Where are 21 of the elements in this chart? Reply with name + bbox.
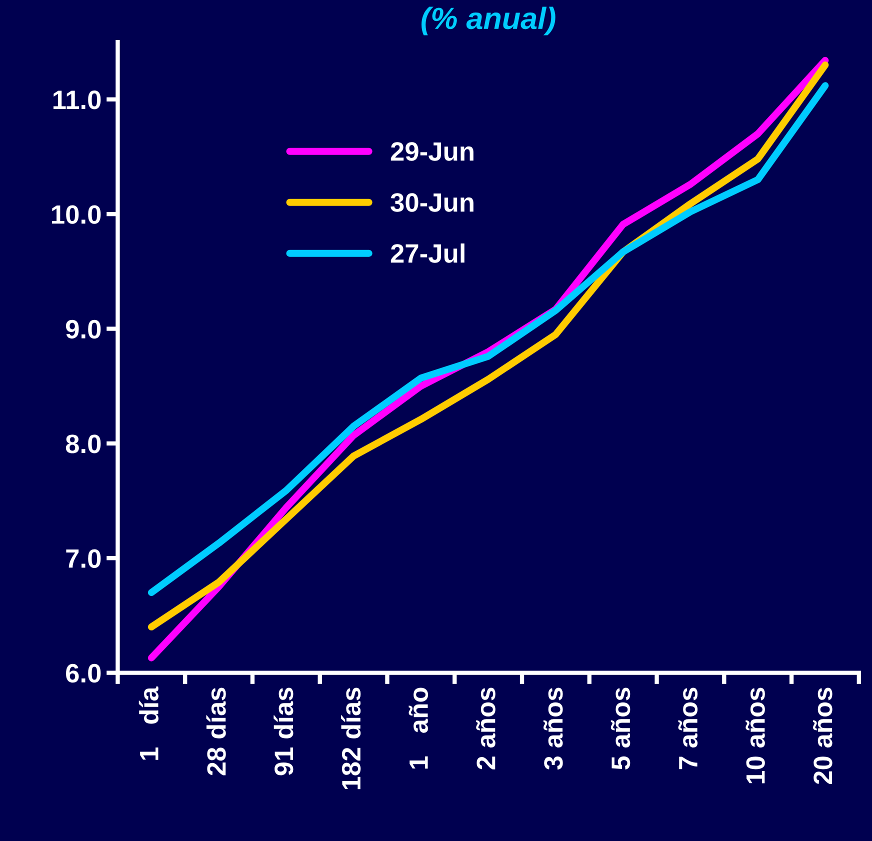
y-tick-label: 11.0 xyxy=(54,90,101,110)
y-tick-label: 8.0 xyxy=(66,434,101,454)
chart-title: (% anual) xyxy=(422,6,556,36)
x-tick-label: 91 días xyxy=(274,688,294,776)
y-tick-label: 7.0 xyxy=(66,549,101,568)
y-tick-label: 9.0 xyxy=(66,320,101,339)
y-tick-label: 6.0 xyxy=(66,664,101,683)
x-tick-label: 28 días xyxy=(206,688,226,776)
legend-label: 30-Jun xyxy=(390,193,474,212)
x-tick-label: 5 años xyxy=(610,688,630,770)
x-tick-label: 2 años xyxy=(476,688,496,770)
x-tick-label: 182 días xyxy=(341,688,361,790)
legend-label: 27-Jul xyxy=(390,243,464,263)
x-tick-label: 3 años xyxy=(544,688,563,770)
legend-label: 29-Jun xyxy=(390,142,474,161)
x-tick-label: 1 año xyxy=(408,688,428,769)
x-tick-label: 20 años xyxy=(813,688,832,784)
x-tick-label: 7 años xyxy=(678,688,698,770)
x-tick-label: 1 día xyxy=(138,686,158,760)
x-tick-label: 10 años xyxy=(746,688,765,784)
y-tick-label: 10.0 xyxy=(52,205,101,224)
